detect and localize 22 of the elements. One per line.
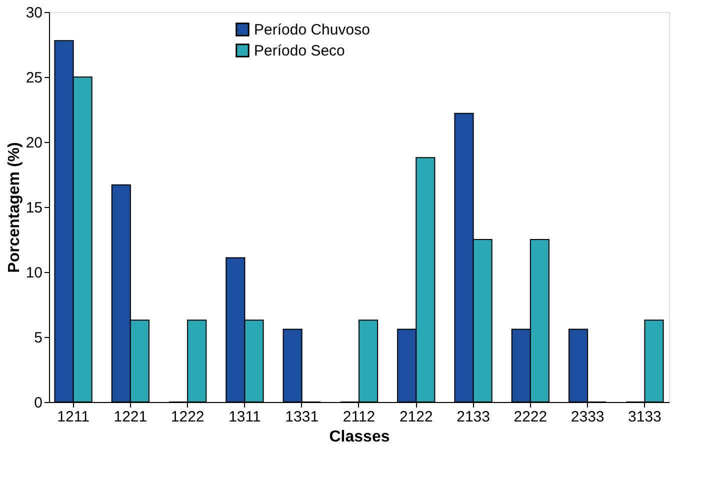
y-tick-label: 25	[26, 70, 42, 86]
x-tick-label: 2122	[399, 408, 433, 426]
x-tick-label: 1222	[170, 408, 204, 426]
x-tick-label: 1221	[114, 408, 148, 426]
x-tick-label: 1331	[285, 408, 319, 426]
y-tick-label: 10	[26, 264, 42, 282]
legend-label: Período Chuvoso	[254, 22, 370, 38]
x-tick-label: 2333	[570, 408, 604, 426]
y-tick-label: 30	[26, 4, 42, 22]
y-tick-label: 0	[34, 394, 42, 412]
x-axis-title: Classes	[329, 428, 390, 446]
x-tick-label: 2222	[514, 408, 548, 426]
y-tick-label: 15	[26, 200, 42, 216]
y-axis-title: Porcentagem (%)	[6, 142, 23, 273]
legend-label: Período Seco	[254, 42, 345, 60]
y-tick-label: 20	[26, 134, 42, 152]
x-tick-label: 2133	[456, 408, 490, 426]
x-tick-label: 2112	[342, 408, 376, 426]
x-tick-label: 3133	[628, 408, 662, 426]
x-tick-label: 1211	[57, 408, 90, 426]
y-tick-label: 5	[34, 330, 42, 346]
x-tick-label: 1311	[228, 408, 261, 426]
